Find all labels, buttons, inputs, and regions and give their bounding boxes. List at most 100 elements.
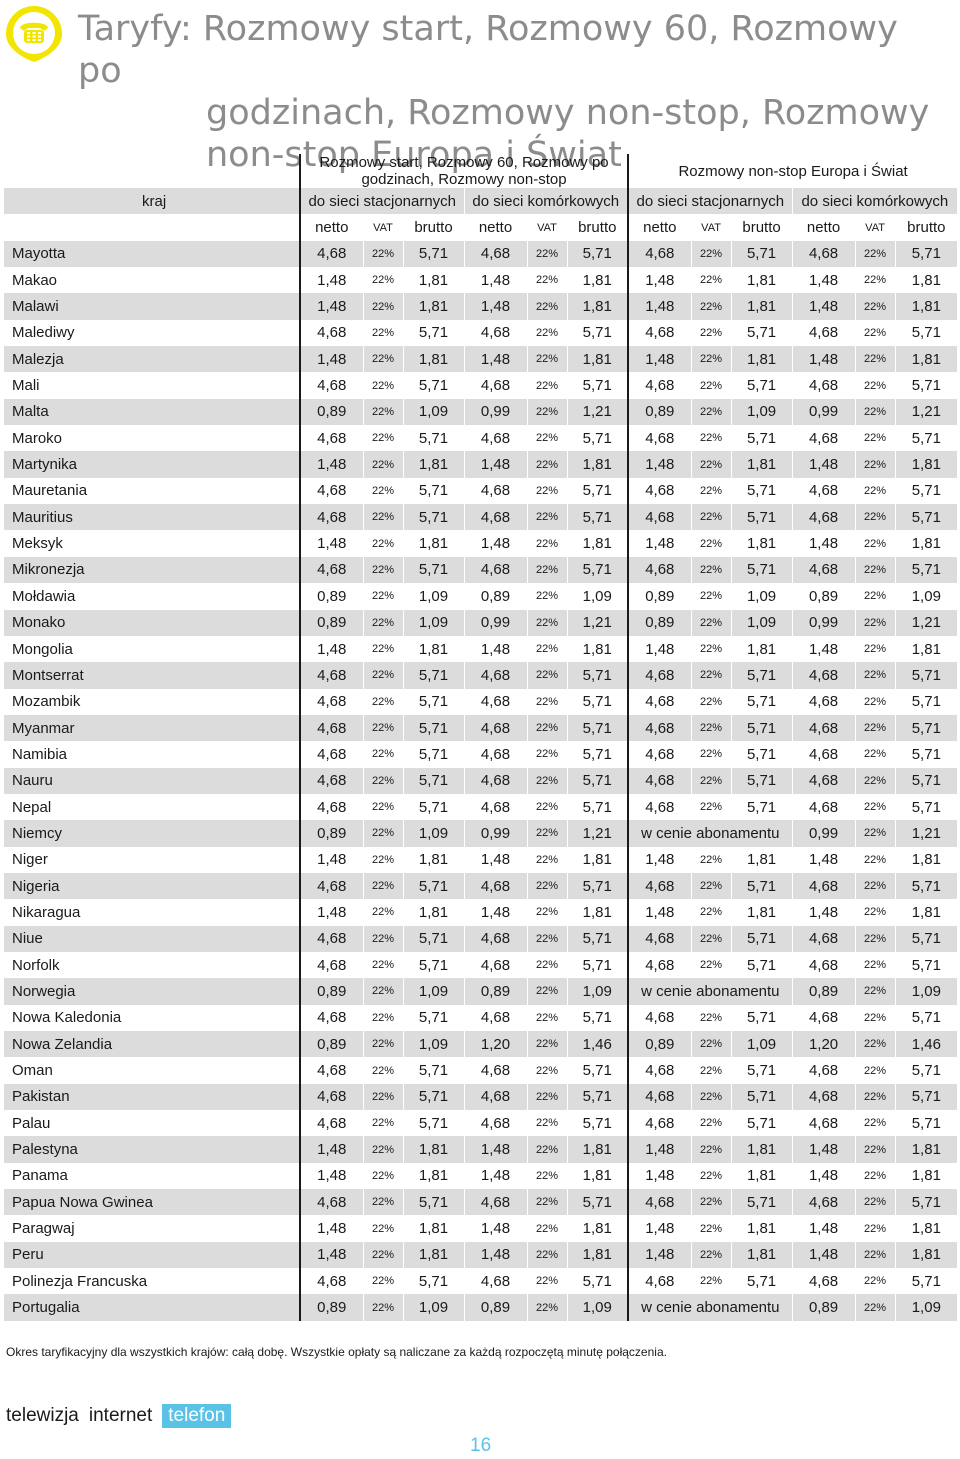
brutto-cell: 5,71 bbox=[567, 872, 629, 900]
vat-cell: 22% bbox=[526, 556, 568, 584]
vat-cell: 22% bbox=[362, 1189, 404, 1216]
vat-cell: 22% bbox=[526, 451, 568, 478]
vat-cell: 22% bbox=[690, 872, 732, 900]
vat-cell: 22% bbox=[526, 925, 568, 952]
netto-cell: 4,68 bbox=[791, 793, 856, 821]
vat-cell: 22% bbox=[690, 1004, 732, 1031]
vat-cell: 22% bbox=[690, 477, 732, 505]
brutto-cell: 5,71 bbox=[567, 556, 629, 584]
brutto-cell: 5,71 bbox=[418, 429, 449, 447]
brutto-cell: 1,21 bbox=[895, 398, 958, 426]
brutto-cell: 1,81 bbox=[582, 851, 612, 869]
netto-cell: 4,68 bbox=[463, 425, 527, 452]
netto-cell: 4,68 bbox=[299, 951, 363, 979]
vat-cell: 22% bbox=[362, 767, 404, 794]
vat-cell: 22% bbox=[690, 767, 732, 794]
netto-cell: 0,89 bbox=[463, 583, 527, 610]
brutto-cell: 5,71 bbox=[567, 1083, 629, 1111]
brutto-cell: 1,81 bbox=[403, 1136, 464, 1163]
netto-cell: 4,68 bbox=[463, 951, 527, 979]
column-header-vat: VAT bbox=[526, 214, 568, 241]
vat-cell: 22% bbox=[362, 477, 404, 505]
netto-cell: 1,48 bbox=[791, 1241, 856, 1269]
netto-cell: 4,68 bbox=[791, 925, 856, 952]
netto-cell: 4,68 bbox=[627, 319, 692, 347]
vat-cell: 22% bbox=[362, 609, 404, 636]
vat-cell: 22% bbox=[690, 583, 732, 610]
netto-cell: 1,48 bbox=[299, 530, 363, 557]
country-cell: Mali bbox=[12, 377, 40, 395]
table-row: Oman 4,68 22% 5,71 4,68 22% 5,71 4,68 22% 5,71 4,6… bbox=[4, 1057, 957, 1084]
group-header-row: Rozmowy start, Rozmowy 60, Rozmowy po go… bbox=[4, 154, 958, 188]
vat-cell: 22% bbox=[690, 635, 732, 663]
brutto-cell: 5,71 bbox=[731, 556, 793, 584]
vat-cell: 22% bbox=[854, 1241, 896, 1269]
netto-cell: 4,68 bbox=[299, 1268, 363, 1295]
vat-cell: 22% bbox=[854, 425, 896, 452]
brutto-cell: 5,71 bbox=[418, 1114, 449, 1132]
column-header-netto: netto bbox=[299, 214, 363, 241]
brutto-cell: 1,21 bbox=[567, 820, 629, 847]
netto-cell: 0,89 bbox=[791, 583, 856, 610]
included-in-subscription-cell: w cenie abonamentu bbox=[627, 1294, 793, 1321]
vat-cell: 22% bbox=[690, 1162, 732, 1190]
netto-cell: 1,48 bbox=[791, 293, 856, 320]
vat-cell: 22% bbox=[362, 425, 404, 452]
netto-cell: 4,68 bbox=[627, 767, 692, 794]
netto-cell: 1,48 bbox=[791, 635, 856, 663]
brutto-cell: 5,71 bbox=[911, 1114, 941, 1132]
country-cell: Malawi bbox=[4, 293, 300, 320]
country-cell: Niue bbox=[4, 925, 300, 952]
brutto-cell: 5,71 bbox=[746, 377, 777, 395]
country-cell: Makao bbox=[12, 271, 58, 289]
vat-cell: 22% bbox=[854, 1083, 896, 1111]
brutto-cell: 1,81 bbox=[911, 903, 941, 921]
vat-cell: 22% bbox=[362, 556, 404, 584]
brutto-cell: 1,81 bbox=[895, 293, 958, 320]
brutto-cell: 5,71 bbox=[731, 767, 793, 794]
table-row: Papua Nowa Gwinea 4,68 22% 5,71 4,68 22% 5,71 4… bbox=[4, 1189, 958, 1216]
netto-cell: 4,68 bbox=[299, 662, 363, 689]
netto-cell: 4,68 bbox=[627, 1110, 692, 1137]
netto-cell: 4,68 bbox=[299, 925, 363, 952]
brutto-cell: 5,71 bbox=[731, 240, 793, 268]
netto-cell: 4,68 bbox=[463, 504, 527, 531]
brutto-cell: 5,71 bbox=[403, 1083, 464, 1111]
brutto-cell: 5,71 bbox=[911, 429, 941, 447]
vat-cell: 22% bbox=[690, 1031, 732, 1058]
netto-cell: 0,99 bbox=[791, 609, 856, 636]
vat-cell: 22% bbox=[526, 425, 568, 452]
brutto-cell: 5,71 bbox=[418, 798, 449, 816]
vat-cell: 22% bbox=[362, 267, 404, 294]
netto-cell: 4,68 bbox=[463, 1189, 527, 1216]
table-row: Meksyk 1,48 22% 1,81 1,48 22% 1,81 1,48 22% 1,81 1… bbox=[4, 530, 957, 557]
netto-cell: 1,48 bbox=[791, 451, 856, 478]
netto-cell: 4,68 bbox=[791, 951, 856, 979]
vat-cell: 22% bbox=[690, 1241, 732, 1269]
vat-cell: 22% bbox=[362, 925, 404, 952]
brutto-cell: 1,09 bbox=[731, 1031, 793, 1058]
brutto-cell: 5,71 bbox=[418, 377, 449, 395]
netto-cell: 4,68 bbox=[627, 662, 692, 689]
vat-cell: 22% bbox=[526, 688, 568, 715]
vat-cell: 22% bbox=[526, 899, 568, 926]
country-cell: Polinezja Francuska bbox=[12, 1272, 148, 1290]
brutto-cell: 5,71 bbox=[418, 693, 449, 711]
country-cell: Mauritius bbox=[4, 504, 300, 531]
vat-cell: 22% bbox=[854, 504, 896, 531]
country-cell: Portugalia bbox=[4, 1294, 300, 1321]
column-header-vat: VAT bbox=[854, 214, 896, 241]
vat-cell: 22% bbox=[854, 872, 896, 900]
country-cell: Nauru bbox=[4, 767, 300, 794]
netto-cell: 4,68 bbox=[299, 1189, 363, 1216]
included-in-subscription-cell: w cenie abonamentu bbox=[627, 978, 793, 1005]
vat-cell: 22% bbox=[854, 1031, 896, 1058]
vat-cell: 22% bbox=[690, 240, 732, 268]
country-cell: Palestyna bbox=[4, 1136, 300, 1163]
netto-cell: 4,68 bbox=[627, 1083, 692, 1111]
country-cell: Martynika bbox=[4, 451, 300, 478]
netto-cell: 0,99 bbox=[463, 820, 527, 847]
brutto-cell: 1,81 bbox=[895, 346, 958, 373]
table-row: Mozambik 4,68 22% 5,71 4,68 22% 5,71 4,68 22% 5,7… bbox=[4, 688, 957, 715]
vat-cell: 22% bbox=[526, 319, 568, 347]
